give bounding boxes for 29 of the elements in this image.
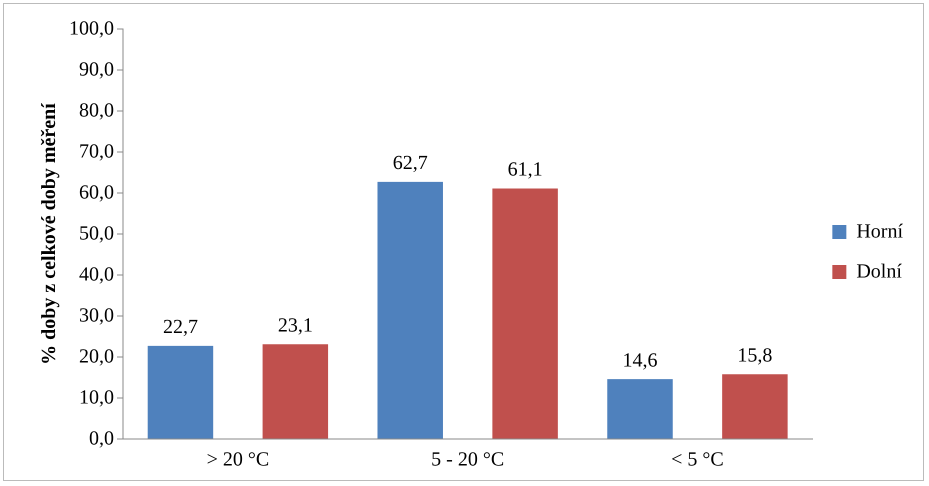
- data-label: 62,7: [392, 152, 428, 174]
- bar: [377, 182, 443, 438]
- y-tick-label: 10,0: [79, 386, 114, 408]
- bar: [262, 344, 328, 438]
- data-label: 15,8: [737, 344, 772, 366]
- bar: [607, 379, 673, 438]
- y-tick-label: 50,0: [79, 222, 114, 244]
- data-label: 22,7: [162, 316, 198, 338]
- y-tick-label: 0,0: [89, 427, 114, 450]
- bar: [148, 346, 214, 438]
- y-tick-label: 60,0: [79, 181, 114, 204]
- y-tick-label: 30,0: [79, 304, 114, 326]
- data-label: 61,1: [508, 158, 543, 181]
- bar: [722, 374, 788, 438]
- x-tick-label: 5 - 20 °C: [431, 448, 504, 470]
- data-label: 23,1: [278, 314, 313, 337]
- y-tick-label: 100,0: [69, 17, 114, 40]
- y-tick-label: 20,0: [79, 345, 114, 368]
- data-label: 14,6: [622, 349, 658, 372]
- x-tick-label: < 5 °C: [671, 448, 724, 470]
- y-tick-label: 70,0: [79, 140, 114, 162]
- y-tick-label: 90,0: [79, 58, 114, 80]
- y-tick-label: 80,0: [79, 99, 114, 122]
- legend-label: Horní: [856, 220, 904, 242]
- x-tick-label: > 20 °C: [206, 448, 270, 470]
- legend-label: Dolní: [856, 260, 902, 282]
- y-axis-title: % doby z celkové doby měření: [38, 102, 60, 365]
- bar: [492, 188, 558, 438]
- y-tick-label: 40,0: [79, 263, 114, 286]
